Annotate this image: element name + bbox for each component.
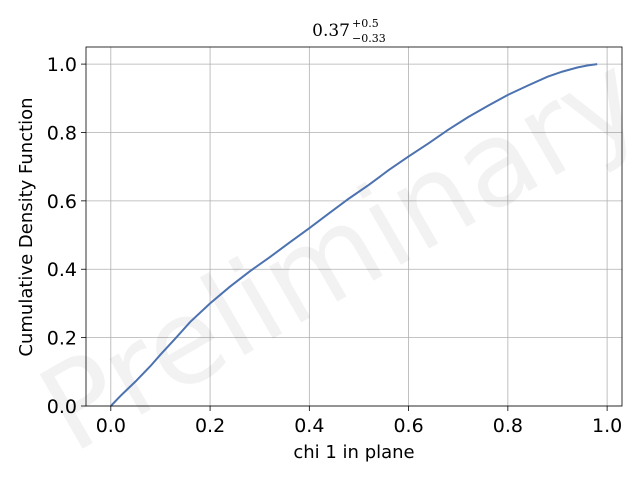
- x-tick-label: 1.0: [592, 415, 622, 437]
- y-tick-label: 0.4: [47, 259, 77, 281]
- x-axis-label: chi 1 in plane: [293, 442, 414, 463]
- y-tick-label: 0.6: [47, 191, 77, 213]
- y-tick-label: 0.0: [47, 396, 77, 418]
- axis-ticks: [81, 63, 608, 411]
- x-tick-label: 0.8: [493, 415, 523, 437]
- y-tick-label: 0.2: [47, 328, 77, 350]
- plot-frame: [85, 46, 623, 407]
- y-tick-label: 1.0: [47, 54, 77, 76]
- y-axis-label: Cumulative Density Function: [16, 97, 37, 356]
- x-tick-label: 0.4: [294, 415, 324, 437]
- x-tick-label: 0.0: [96, 415, 126, 437]
- chart-title-lower: −0.33: [352, 32, 386, 45]
- x-tick-label: 0.2: [195, 415, 225, 437]
- axis-tick-labels: 0.0 0.2 0.4 0.6 0.8 1.0 0.0 0.2 0.4 0.6 0.8 1.0: [47, 54, 622, 437]
- y-tick-label: 0.8: [47, 122, 77, 144]
- chart-title-upper: +0.5: [352, 17, 379, 30]
- cdf-series-line: [110, 63, 598, 407]
- x-tick-label: 0.6: [393, 415, 423, 437]
- chart-title-value: 0.37: [312, 21, 350, 41]
